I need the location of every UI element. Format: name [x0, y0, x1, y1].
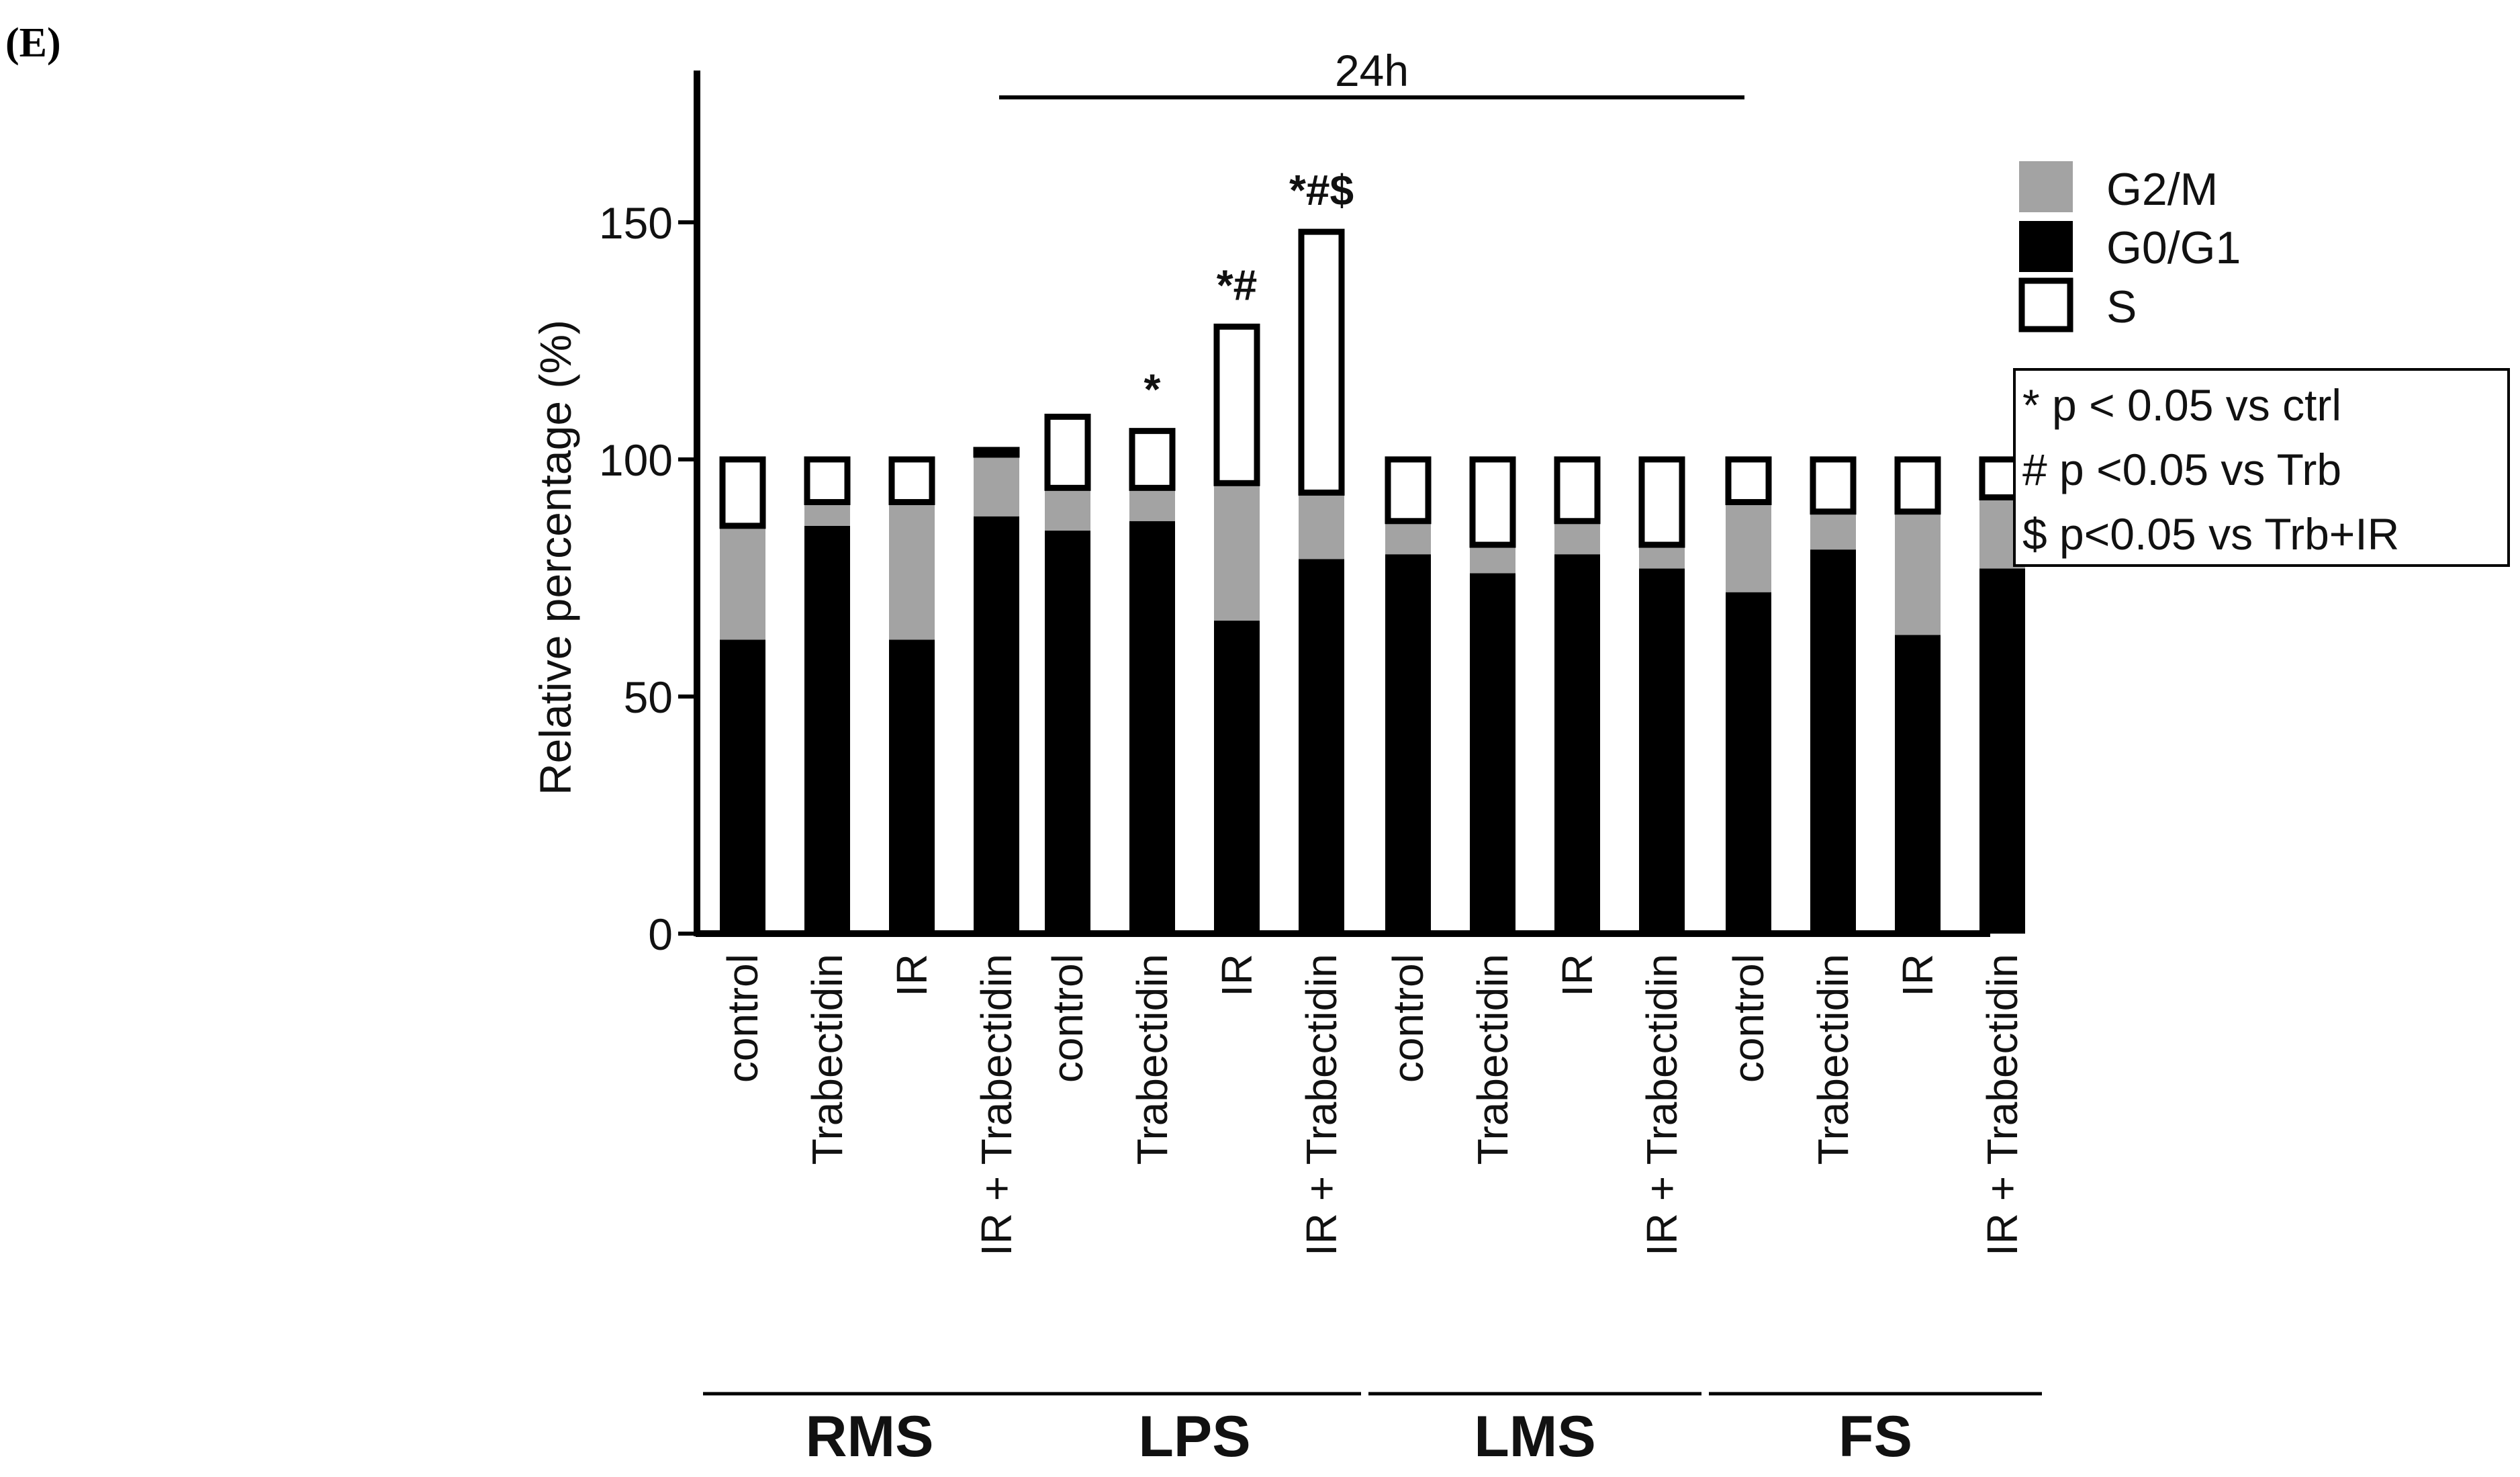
- bar-segment-g0g1: [1385, 554, 1431, 934]
- bar-segment-g0g1: [1299, 559, 1344, 934]
- chart-title: 24h: [1335, 46, 1409, 95]
- category-label: control: [1384, 954, 1432, 1083]
- significance-marker: *#$: [1289, 166, 1354, 214]
- bar-segment-s: [1638, 456, 1685, 548]
- notes-border: [2013, 368, 2510, 567]
- bar-segment-s: [719, 456, 766, 529]
- bars: [719, 228, 2026, 934]
- group-label: FS: [1838, 1404, 1912, 1469]
- legend-label-s: S: [2106, 281, 2137, 332]
- bar-segment-g0g1: [1895, 635, 1941, 934]
- category-label: IR: [888, 954, 936, 997]
- y-tick-label: 50: [624, 672, 673, 722]
- note-trb-ir: $ p<0.05 vs Trb+IR: [2022, 509, 2399, 559]
- bar-segment-s: [973, 447, 1020, 458]
- bar-segment-g2m: [974, 454, 1019, 517]
- significance-notes-box: * p < 0.05 vs ctrl # p <0.05 vs Trb $ p<…: [2013, 368, 2510, 567]
- category-label: IR + Trabectidin: [1297, 954, 1346, 1256]
- category-label: IR + Trabectidin: [972, 954, 1021, 1256]
- bar-segment-s: [1044, 413, 1091, 491]
- bar-segment-g2m: [1045, 488, 1090, 531]
- bar-segment-g0g1: [1214, 621, 1260, 934]
- bar-segment-s: [1894, 456, 1941, 515]
- bar-segment-g2m: [1554, 521, 1600, 555]
- bar-segment-g2m: [1810, 511, 1856, 550]
- category-label: control: [718, 954, 767, 1083]
- bar-segment-g0g1: [1726, 592, 1771, 934]
- bar-segment-g0g1: [1470, 573, 1515, 934]
- category-label: Trabectidin: [1809, 954, 1857, 1165]
- bar-segment-g0g1: [720, 639, 765, 934]
- bar-segment-s: [1213, 323, 1260, 486]
- group-label: LPS: [1138, 1404, 1250, 1469]
- bar-segment-g0g1: [1554, 554, 1600, 934]
- bar-segment-g0g1: [1810, 549, 1856, 934]
- y-axis-label: Relative percentage (%): [530, 320, 580, 795]
- bar-segment-s: [888, 456, 935, 506]
- bar-segment-s: [1469, 456, 1516, 548]
- category-label: IR: [1213, 954, 1261, 997]
- bar-segment-g0g1: [1639, 568, 1685, 934]
- category-label: control: [1043, 954, 1092, 1083]
- category-labels: control Trabectidin IR IR + Trabectidin cont…: [718, 954, 2026, 1256]
- y-tick-label: 0: [648, 909, 673, 959]
- y-tick-label: 150: [599, 198, 673, 248]
- bar-segment-g2m: [1470, 545, 1515, 574]
- legend-label-g0g1: G0/G1: [2106, 222, 2241, 273]
- bar-segment-g2m: [889, 502, 935, 640]
- category-label: Trabectidin: [1128, 954, 1176, 1165]
- category-label: Trabectidin: [803, 954, 851, 1165]
- category-label: IR + Trabectidin: [1978, 954, 2026, 1256]
- y-ticks: 0 50 100 150: [599, 198, 697, 959]
- significance-marker: *: [1144, 365, 1161, 414]
- bar-segment-g0g1: [804, 525, 850, 934]
- bar-segment-g2m: [1726, 502, 1771, 592]
- group-label: LMS: [1474, 1404, 1596, 1469]
- bar-segment-g2m: [720, 525, 765, 640]
- bar-segment-s: [1298, 228, 1345, 496]
- bar-segment-g2m: [804, 502, 850, 526]
- category-label: IR + Trabectidin: [1638, 954, 1686, 1256]
- category-label: IR: [1553, 954, 1601, 997]
- bar-segment-s: [1725, 456, 1772, 506]
- bar-segment-g2m: [1895, 511, 1941, 635]
- bar-segment-g0g1: [1129, 521, 1175, 934]
- bar-segment-g2m: [1639, 545, 1685, 569]
- legend-label-g2m: G2/M: [2106, 164, 2218, 215]
- bar-segment-s: [804, 456, 851, 506]
- bar-segment-s: [1129, 428, 1176, 491]
- legend-swatch-g0g1: [2019, 221, 2073, 272]
- legend-swatch-s: [2018, 277, 2073, 332]
- group-label: RMS: [805, 1404, 933, 1469]
- panel-label: (E): [5, 20, 61, 66]
- bar-segment-g0g1: [889, 639, 935, 934]
- category-label: Trabectidin: [1468, 954, 1517, 1165]
- y-tick-label: 100: [599, 435, 673, 485]
- bar-segment-s: [1810, 456, 1857, 515]
- note-ctrl: * p < 0.05 vs ctrl: [2022, 380, 2341, 430]
- bar-segment-g0g1: [974, 516, 1019, 934]
- bar-segment-g0g1: [1045, 530, 1090, 934]
- significance-marker: *#: [1217, 261, 1258, 309]
- significance-labels: * *# *#$: [1144, 166, 1354, 414]
- bar-segment-g2m: [1299, 492, 1344, 560]
- bar-segment-g2m: [1214, 483, 1260, 621]
- bar-segment-g2m: [1385, 521, 1431, 555]
- group-labels: RMS LPS LMS FS: [703, 1392, 2042, 1469]
- legend: G2/M G0/G1 S: [2018, 161, 2241, 332]
- bar-segment-g2m: [1129, 488, 1175, 521]
- note-trb: # p <0.05 vs Trb: [2022, 445, 2341, 494]
- bar-segment-s: [1554, 456, 1601, 525]
- category-label: control: [1724, 954, 1773, 1083]
- bar-segment-s: [1385, 456, 1432, 525]
- category-label: IR: [1894, 954, 1942, 997]
- bar-segment-g0g1: [1979, 568, 2025, 934]
- legend-swatch-g2m: [2019, 161, 2073, 212]
